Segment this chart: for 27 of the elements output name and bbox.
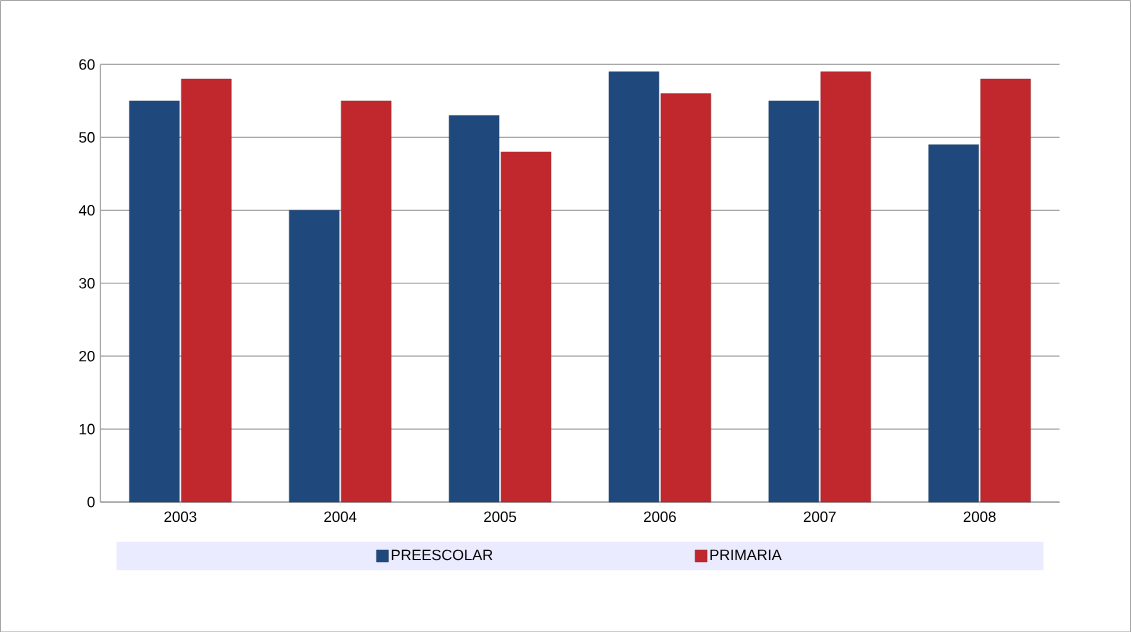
y-tick-label: 0 — [87, 496, 95, 508]
bar — [768, 100, 819, 503]
bar — [289, 209, 340, 503]
y-tick-label: 20 — [79, 350, 95, 362]
y-tick-label: 50 — [79, 131, 95, 143]
x-tick-label: 2006 — [644, 511, 676, 522]
x-tick-label: 2004 — [324, 511, 357, 522]
bar — [608, 71, 660, 503]
y-tick-label: 10 — [79, 423, 95, 435]
y-tick-label: 60 — [79, 58, 95, 70]
x-tick-label: 2008 — [963, 511, 996, 522]
x-tick-label: 2003 — [164, 511, 197, 522]
bar — [980, 78, 1031, 503]
y-tick-label: 30 — [79, 277, 95, 289]
bar — [500, 151, 552, 503]
bar — [181, 78, 232, 503]
bar — [928, 144, 979, 503]
legend-label: PREESCOLAR — [391, 549, 493, 561]
bar — [129, 100, 180, 503]
x-tick-label: 2005 — [484, 511, 517, 522]
bar — [820, 71, 871, 503]
bar — [660, 93, 712, 503]
bar — [341, 100, 392, 503]
y-tick-label: 40 — [78, 204, 95, 216]
bar — [448, 115, 500, 503]
legend-label: PRIMARIA — [710, 549, 782, 560]
x-tick-label: 2007 — [803, 511, 836, 522]
